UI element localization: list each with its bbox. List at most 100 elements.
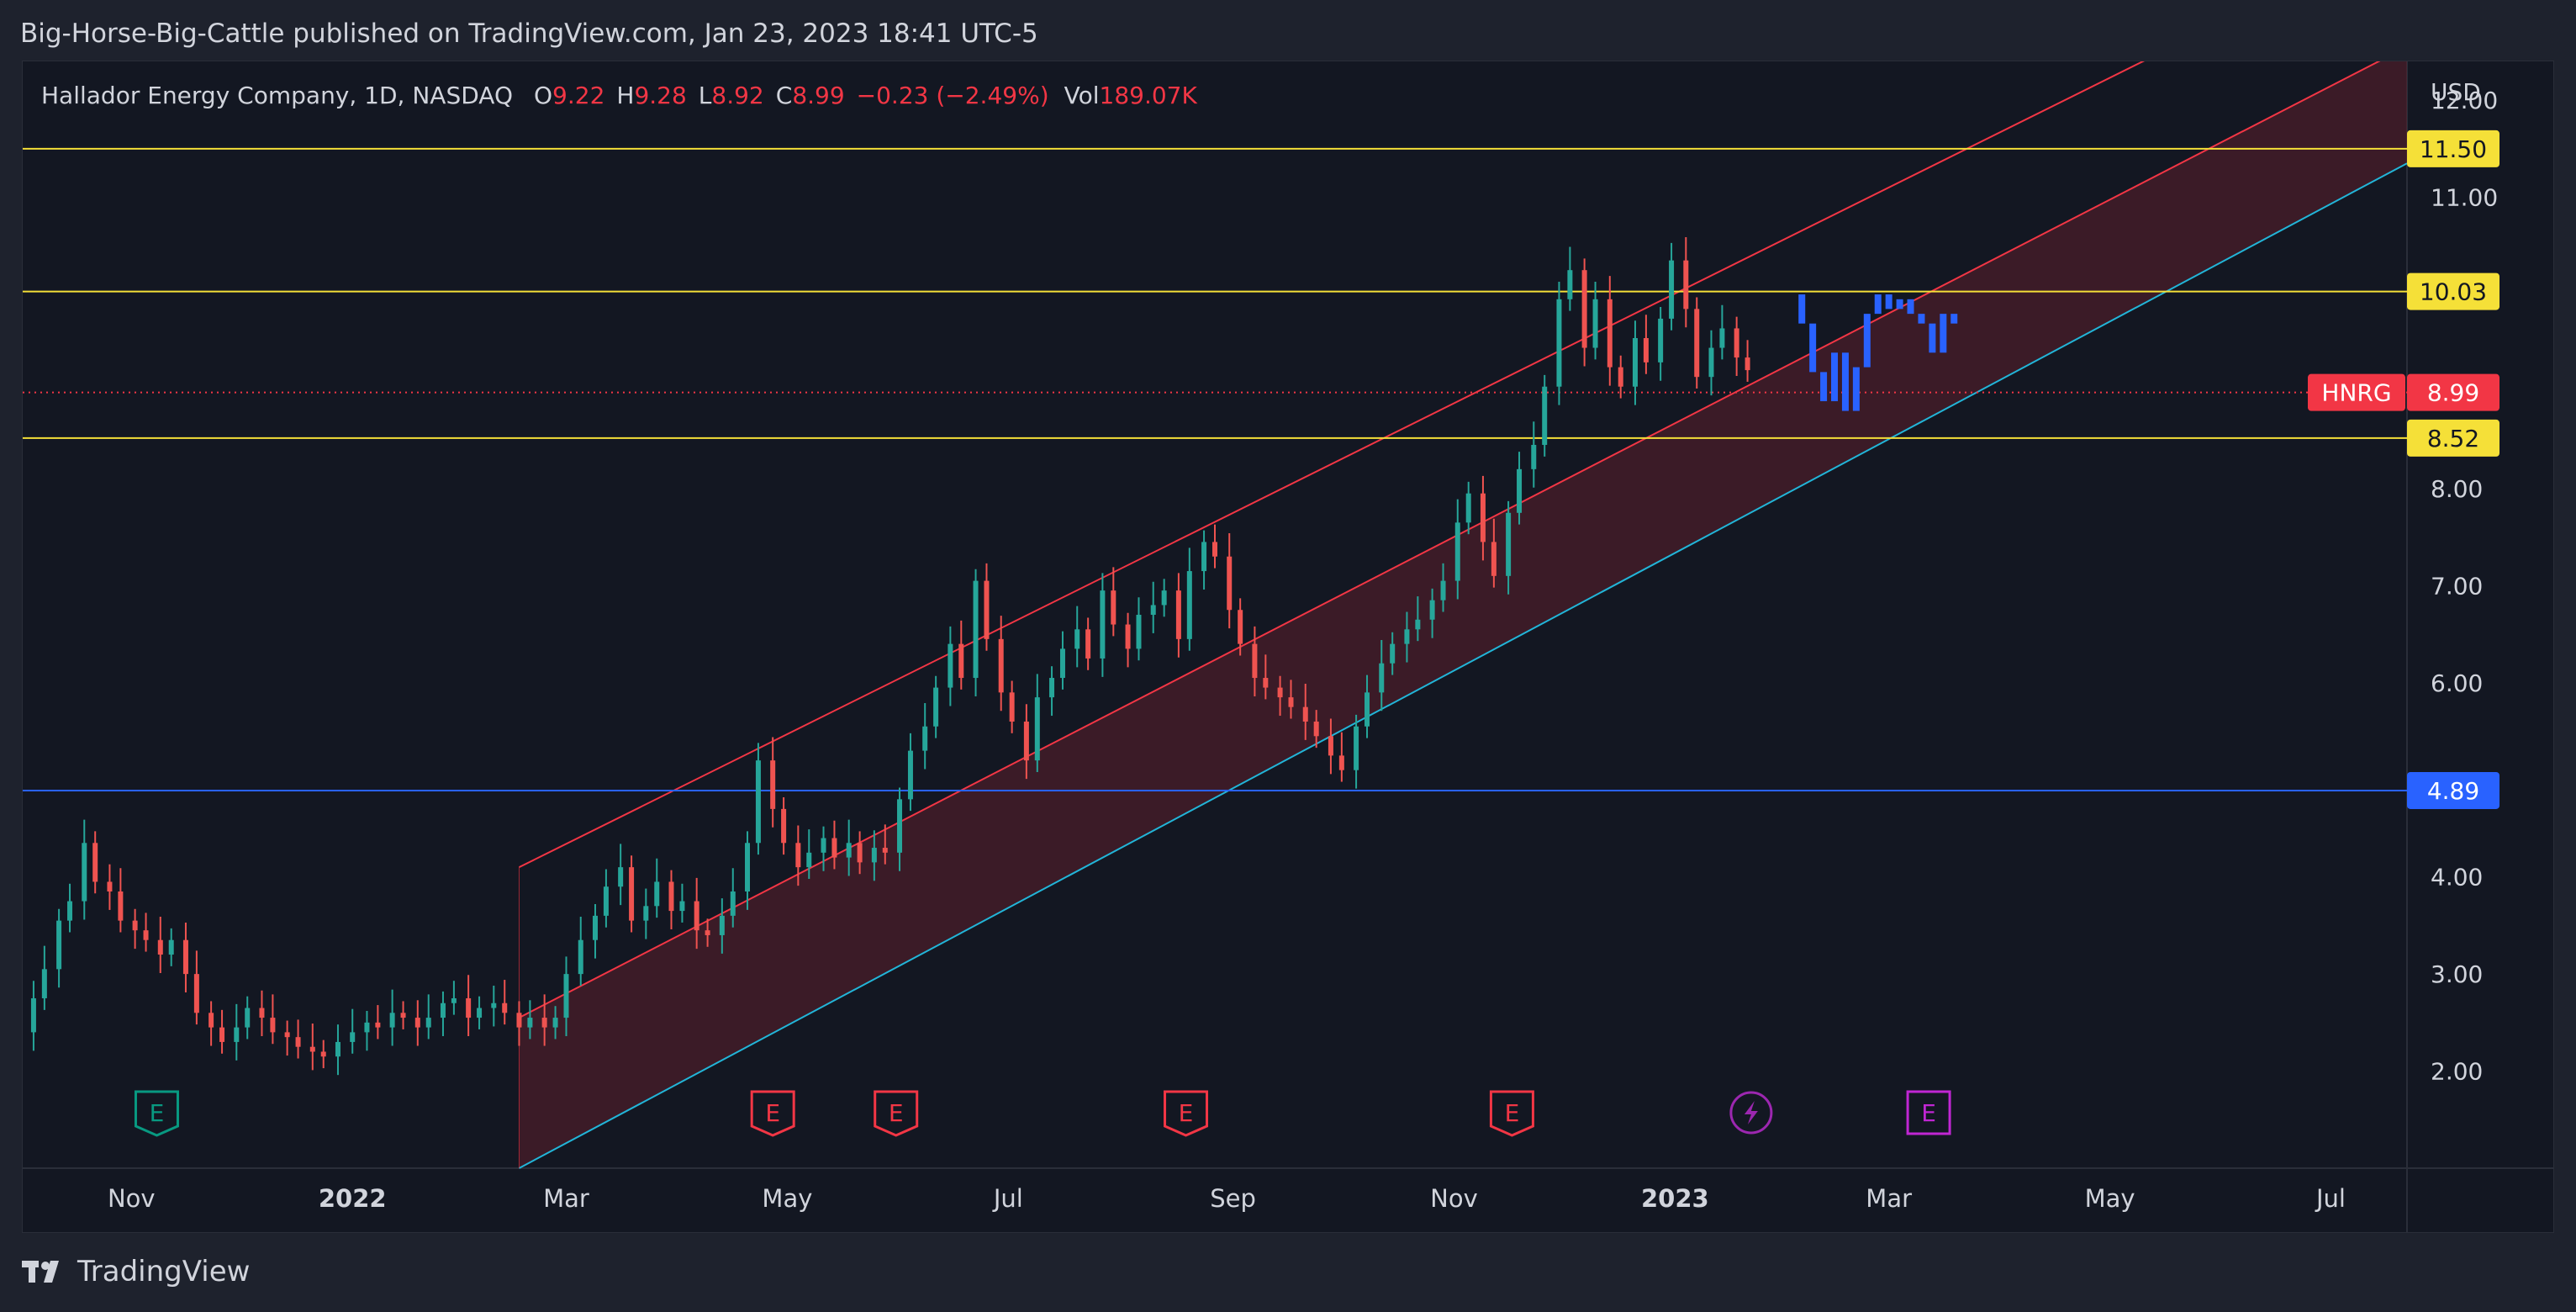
hline-label-2: 8.52 xyxy=(2427,425,2479,452)
candle-body-57 xyxy=(745,843,751,891)
candle-body-22 xyxy=(295,1037,301,1047)
candle-body-99 xyxy=(1277,687,1283,698)
candle-body-135 xyxy=(1734,328,1739,358)
candle-body-118 xyxy=(1517,468,1523,513)
legend-vol-value: 189.07K xyxy=(1100,82,1198,109)
candle-body-70 xyxy=(907,750,913,800)
candle-body-16 xyxy=(219,1027,225,1042)
candle-body-18 xyxy=(245,1008,251,1028)
candle-body-86 xyxy=(1111,590,1116,625)
price-axis[interactable]: USD 2.00 3.00 4.00 6.00 7.00 8.00 11.00 12.00 xyxy=(2431,78,2498,1086)
candle-body-92 xyxy=(1186,571,1192,639)
legend-l-label: L xyxy=(699,82,712,109)
candle-body-123 xyxy=(1581,270,1587,348)
last-price-tag-bg xyxy=(2407,373,2499,411)
hline-label-bg-0 xyxy=(2407,130,2499,167)
hline-label-1: 10.03 xyxy=(2420,278,2487,306)
projection-layer xyxy=(1798,294,1958,411)
candle-body-65 xyxy=(846,843,852,858)
candle-body-27 xyxy=(364,1022,370,1033)
y-tick-label-5: 8.00 xyxy=(2431,475,2483,503)
projection-bar-0 xyxy=(1798,294,1806,324)
horizontal-lines[interactable]: 11.50 10.03 8.52 4.89 HNRG 8.99 xyxy=(23,130,2499,809)
last-price-tag: 8.99 xyxy=(2427,379,2479,407)
candle-body-20 xyxy=(270,1018,276,1033)
candle-body-136 xyxy=(1745,357,1750,371)
x-tick-label-10: Jul xyxy=(2315,1184,2346,1213)
candle-body-3 xyxy=(56,920,62,970)
candle-body-124 xyxy=(1592,299,1598,348)
candle-body-100 xyxy=(1288,697,1294,707)
candle-body-48 xyxy=(629,867,635,921)
x-tick-label-5: Sep xyxy=(1210,1184,1256,1213)
candle-body-56 xyxy=(730,891,736,916)
candle-body-60 xyxy=(781,808,787,844)
candle-body-5 xyxy=(82,843,87,902)
candle-body-12 xyxy=(168,939,174,955)
price-chart[interactable]: 11.50 10.03 8.52 4.89 HNRG 8.99 E E E E E E Nov 202… xyxy=(23,61,2553,1232)
earnings-label-0: E xyxy=(150,1099,165,1127)
x-tick-label-0: Nov xyxy=(108,1184,156,1213)
candle-body-128 xyxy=(1643,338,1649,362)
y-tick-label-4: 7.00 xyxy=(2431,572,2483,600)
candle-body-2 xyxy=(41,969,47,998)
projection-bar-13 xyxy=(1940,314,1947,353)
candle-body-105 xyxy=(1354,726,1359,770)
legend-o-value: 9.22 xyxy=(552,82,604,109)
symbol-tag: HNRG xyxy=(2321,379,2391,407)
candle-body-80 xyxy=(1034,697,1040,761)
candle-body-91 xyxy=(1175,590,1181,639)
candle-body-1 xyxy=(30,997,36,1033)
candle-body-31 xyxy=(414,1018,420,1028)
candle-body-101 xyxy=(1302,706,1308,722)
candle-body-43 xyxy=(563,974,569,1018)
candle-body-62 xyxy=(806,852,812,868)
candle-body-19 xyxy=(259,1008,265,1018)
projection-bar-9 xyxy=(1896,299,1903,309)
chart-panel[interactable]: 11.50 10.03 8.52 4.89 HNRG 8.99 E E E E E E Nov 202… xyxy=(22,61,2554,1233)
legend-c-value: 8.99 xyxy=(792,82,844,109)
candle-body-87 xyxy=(1125,624,1131,649)
candle-body-122 xyxy=(1567,270,1573,299)
x-tick-label-8: Mar xyxy=(1866,1184,1912,1213)
candle-body-59 xyxy=(770,760,776,809)
earnings-icon-4 xyxy=(1489,1090,1534,1137)
projection-bar-11 xyxy=(1918,314,1925,324)
projection-bar-2 xyxy=(1820,372,1828,402)
candle-body-116 xyxy=(1491,542,1497,576)
candle-body-114 xyxy=(1465,493,1471,523)
candle-body-113 xyxy=(1454,522,1460,581)
candle-body-52 xyxy=(679,901,685,912)
candle-body-53 xyxy=(694,901,699,931)
candle-body-14 xyxy=(193,974,199,1013)
candle-body-126 xyxy=(1618,367,1623,387)
y-tick-label-2: 4.00 xyxy=(2431,864,2483,891)
x-tick-label-7: 2023 xyxy=(1641,1184,1709,1213)
candle-body-37 xyxy=(491,1003,497,1008)
candle-body-17 xyxy=(234,1027,240,1042)
candle-body-49 xyxy=(643,906,649,921)
candle-body-10 xyxy=(143,930,149,940)
candle-body-42 xyxy=(552,1018,558,1028)
time-axis[interactable]: Nov 2022 Mar May Jul Sep Nov 2023 Mar May Jul xyxy=(108,1184,2346,1213)
candle-body-63 xyxy=(821,838,826,853)
candle-body-103 xyxy=(1328,736,1333,756)
x-tick-label-1: 2022 xyxy=(319,1184,387,1213)
footer-brand[interactable]: TradingView xyxy=(22,1248,250,1295)
candle-body-95 xyxy=(1227,556,1233,611)
dividend-icon-5 xyxy=(1729,1091,1773,1135)
candle-body-47 xyxy=(618,867,624,887)
projection-bar-4 xyxy=(1841,352,1849,411)
hline-label-bg-2 xyxy=(2407,419,2499,457)
candle-body-90 xyxy=(1161,590,1167,606)
y-tick-label-1: 3.00 xyxy=(2431,960,2483,988)
candle-body-23 xyxy=(309,1046,315,1052)
legend-ohlc: O9.22 H9.28 L8.92 C8.99 −0.23 (−2.49%) Vol189… xyxy=(534,82,1197,109)
candle-body-25 xyxy=(335,1041,340,1057)
candles-layer xyxy=(30,236,1750,1076)
candle-body-102 xyxy=(1313,721,1319,737)
regression-channel[interactable] xyxy=(518,61,2408,1169)
legend-h-value: 9.28 xyxy=(634,82,686,109)
candle-body-32 xyxy=(425,1018,431,1028)
